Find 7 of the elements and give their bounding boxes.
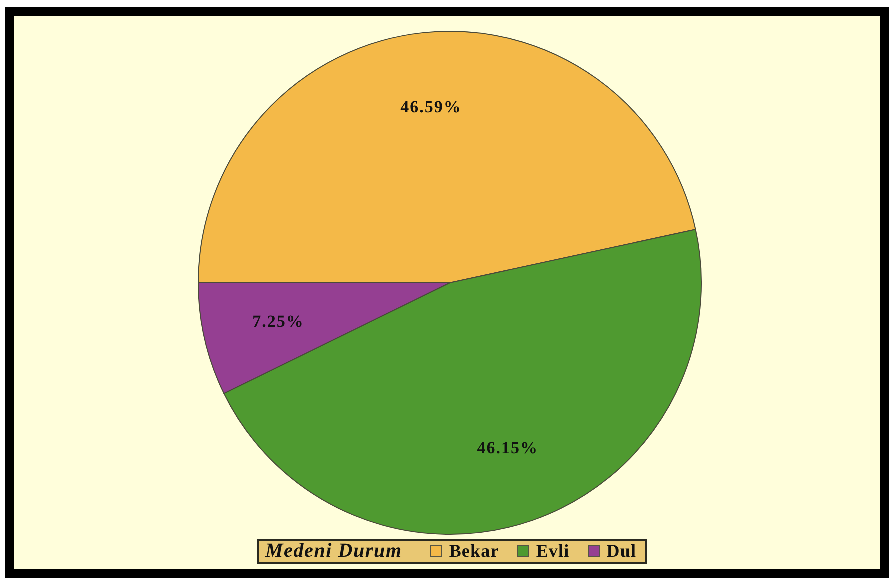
data-label: 46.59% <box>400 97 462 116</box>
legend-label: Evli <box>536 541 570 561</box>
data-label: 7.25% <box>252 312 304 332</box>
legend-title: Medeni Durum <box>265 540 402 562</box>
legend-label: Bekar <box>449 541 500 561</box>
data-label: 46.15% <box>477 438 538 458</box>
legend-label: Dul <box>606 541 637 561</box>
